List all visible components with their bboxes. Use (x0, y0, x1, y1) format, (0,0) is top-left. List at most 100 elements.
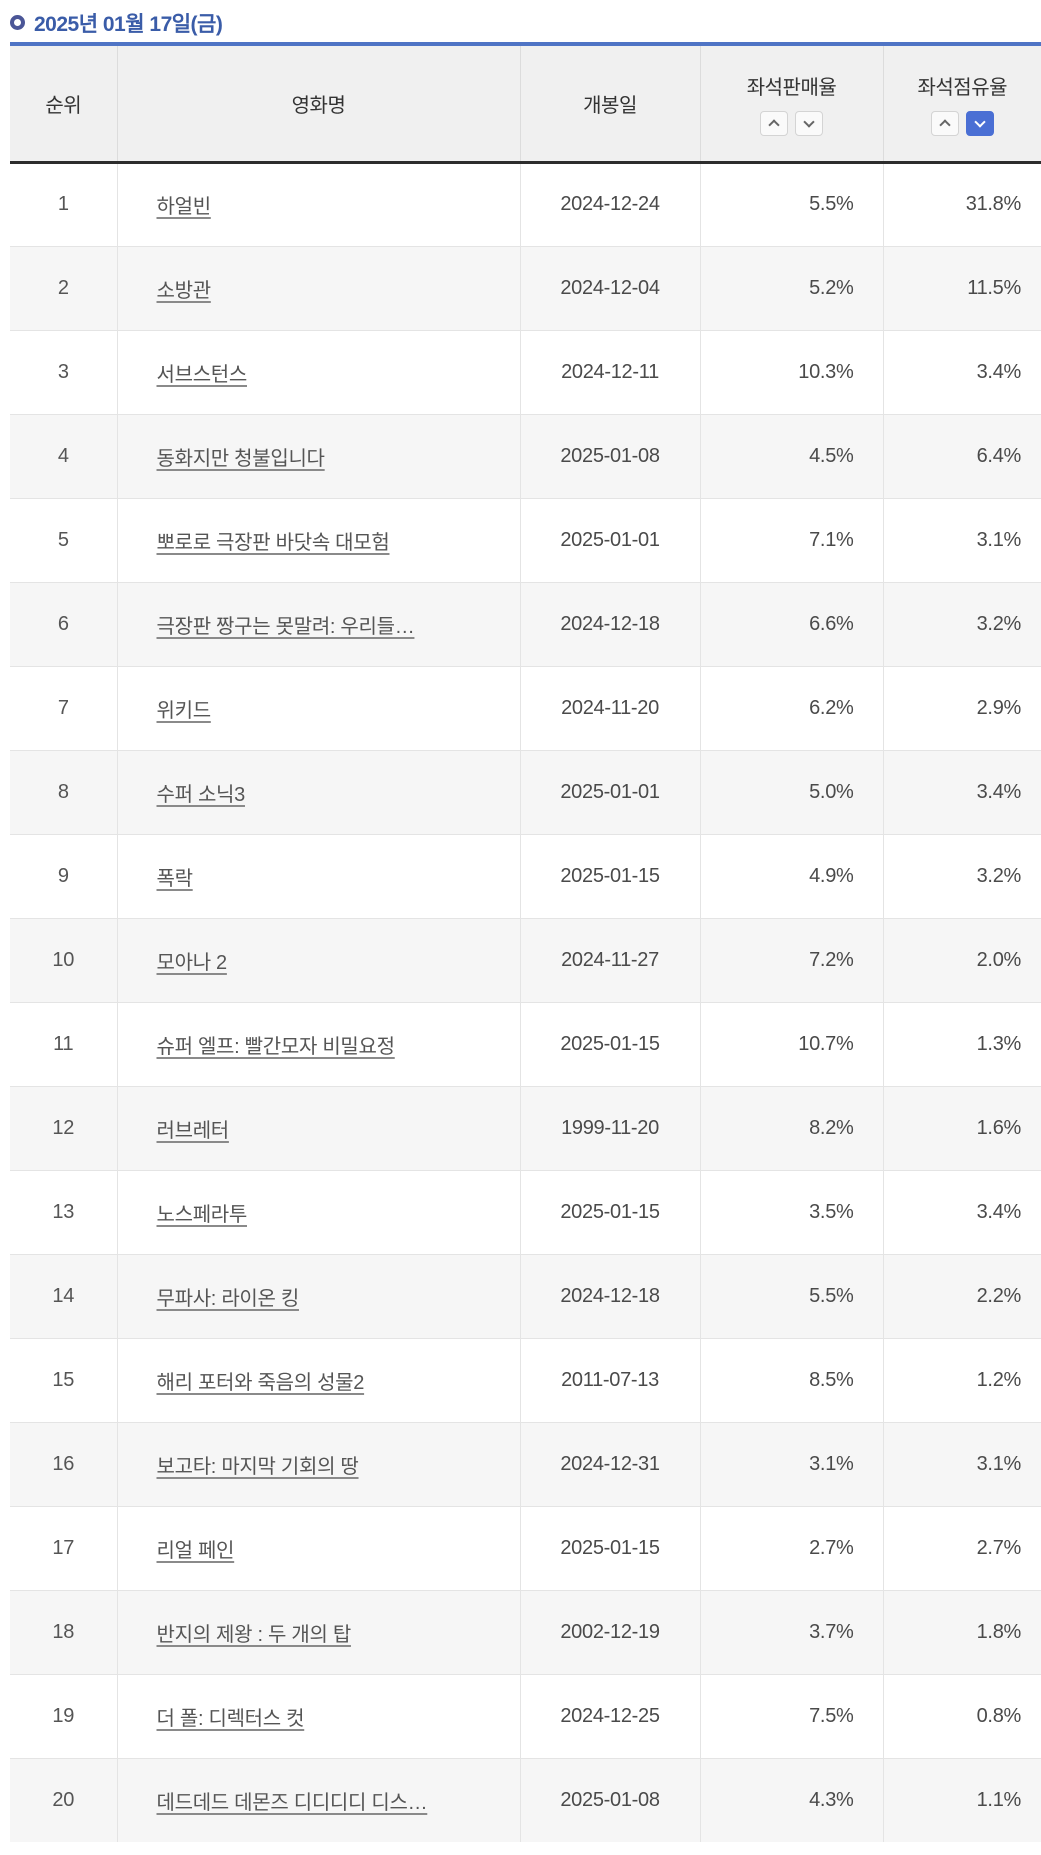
movie-title-link[interactable]: 더 폴: 디렉터스 컷 (156, 1707, 305, 1730)
movie-title-link[interactable]: 데드데드 데몬즈 디디디디 디스… (156, 1791, 428, 1814)
seat-sales-rate-cell: 3.5% (699, 1169, 883, 1254)
seat-sales-rate-cell: 5.0% (699, 749, 883, 834)
rank-cell: 4 (10, 413, 117, 498)
release-date-cell: 2025-01-01 (519, 497, 700, 582)
seat-sales-rate-cell: 4.5% (699, 413, 883, 498)
movie-title-link[interactable]: 서브스턴스 (156, 363, 248, 386)
seat-occupancy-rate-cell: 1.2% (882, 1337, 1041, 1422)
release-date-cell: 2024-12-25 (519, 1673, 700, 1758)
movie-title-cell: 수퍼 소닉3 (116, 749, 520, 834)
seat-occupancy-rate-cell: 31.8% (882, 162, 1041, 246)
seat-occupancy-rate-cell: 3.4% (882, 749, 1041, 834)
movie-title-link[interactable]: 소방관 (156, 279, 212, 302)
bullet-ring-icon (10, 15, 25, 30)
seat-occupancy-rate-cell: 11.5% (882, 245, 1041, 330)
rank-cell: 14 (10, 1253, 117, 1338)
seat-sales-sort-desc-button[interactable] (795, 110, 823, 136)
table-row: 16 보고타: 마지막 기회의 땅 2024-12-31 3.1% 3.1% (10, 1421, 1041, 1506)
movie-title-link[interactable]: 위키드 (156, 699, 212, 722)
table-row: 17 리얼 페인 2025-01-15 2.7% 2.7% (10, 1505, 1041, 1590)
movie-title-link[interactable]: 러브레터 (156, 1119, 230, 1142)
seat-sales-rate-cell: 8.2% (699, 1085, 883, 1170)
release-date-cell: 2025-01-15 (519, 833, 700, 918)
movie-title-link[interactable]: 슈퍼 엘프: 빨간모자 비밀요정 (156, 1035, 396, 1058)
seat-occupancy-rate-cell: 6.4% (882, 413, 1041, 498)
movie-title-cell: 하얼빈 (116, 162, 520, 246)
movie-title-link[interactable]: 해리 포터와 죽음의 성물2 (156, 1371, 365, 1394)
seat-sales-rate-cell: 4.3% (699, 1757, 883, 1842)
rank-cell: 10 (10, 917, 117, 1002)
movie-title-cell: 해리 포터와 죽음의 성물2 (116, 1337, 520, 1422)
release-date-cell: 2025-01-15 (519, 1169, 700, 1254)
movie-title-link[interactable]: 폭락 (156, 867, 194, 890)
table-header: 순위 영화명 개봉일 좌석판매율 좌석점유율 (10, 44, 1041, 164)
seat-sales-rate-cell: 10.3% (699, 329, 883, 414)
table-row: 9 폭락 2025-01-15 4.9% 3.2% (10, 833, 1041, 918)
col-header-rank-label: 순위 (45, 94, 82, 117)
movie-title-cell: 서브스턴스 (116, 329, 520, 414)
seat-occupancy-rate-cell: 2.7% (882, 1505, 1041, 1590)
rank-cell: 16 (10, 1421, 117, 1506)
rank-cell: 17 (10, 1505, 117, 1590)
release-date-cell: 2024-11-20 (519, 665, 700, 750)
seat-sales-rate-cell: 5.5% (699, 162, 883, 246)
col-header-movie-title-label: 영화명 (291, 94, 346, 117)
seat-sales-rate-cell: 3.7% (699, 1589, 883, 1674)
table-row: 19 더 폴: 디렉터스 컷 2024-12-25 7.5% 0.8% (10, 1673, 1041, 1758)
table-row: 20 데드데드 데몬즈 디디디디 디스… 2025-01-08 4.3% 1.1… (10, 1757, 1041, 1842)
table-row: 13 노스페라투 2025-01-15 3.5% 3.4% (10, 1169, 1041, 1254)
table-row: 11 슈퍼 엘프: 빨간모자 비밀요정 2025-01-15 10.7% 1.3… (10, 1001, 1041, 1086)
movie-title-link[interactable]: 보고타: 마지막 기회의 땅 (156, 1455, 359, 1478)
rank-cell: 8 (10, 749, 117, 834)
release-date-cell: 2002-12-19 (519, 1589, 700, 1674)
movie-title-cell: 리얼 페인 (116, 1505, 520, 1590)
movie-title-cell: 데드데드 데몬즈 디디디디 디스… (116, 1757, 520, 1842)
movie-title-link[interactable]: 모아나 2 (156, 951, 228, 974)
movie-title-link[interactable]: 동화지만 청불입니다 (156, 447, 325, 470)
seat-sales-rate-cell: 5.2% (699, 245, 883, 330)
movie-title-link[interactable]: 무파사: 라이온 킹 (156, 1287, 300, 1310)
seat-occupancy-rate-cell: 2.9% (882, 665, 1041, 750)
rank-cell: 15 (10, 1337, 117, 1422)
release-date-cell: 2024-12-31 (519, 1421, 700, 1506)
movie-title-cell: 동화지만 청불입니다 (116, 413, 520, 498)
table-row: 14 무파사: 라이온 킹 2024-12-18 5.5% 2.2% (10, 1253, 1041, 1338)
movie-title-cell: 러브레터 (116, 1085, 520, 1170)
seat-sales-rate-cell: 4.9% (699, 833, 883, 918)
rank-cell: 9 (10, 833, 117, 918)
movie-title-link[interactable]: 반지의 제왕 : 두 개의 탑 (156, 1623, 352, 1646)
seat-sales-rate-cell: 6.2% (699, 665, 883, 750)
movie-title-link[interactable]: 극장판 짱구는 못말려: 우리들… (156, 615, 415, 638)
seat-sales-sort-buttons (701, 110, 883, 136)
table-row: 18 반지의 제왕 : 두 개의 탑 2002-12-19 3.7% 1.8% (10, 1589, 1041, 1674)
release-date-cell: 2025-01-08 (519, 1757, 700, 1842)
table-row: 4 동화지만 청불입니다 2025-01-08 4.5% 6.4% (10, 413, 1041, 498)
seat-sales-rate-cell: 2.7% (699, 1505, 883, 1590)
table-row: 3 서브스턴스 2024-12-11 10.3% 3.4% (10, 329, 1041, 414)
col-header-seat-occupancy-rate: 좌석점유율 (882, 44, 1041, 164)
table-row: 2 소방관 2024-12-04 5.2% 11.5% (10, 245, 1041, 330)
chevron-down-icon (974, 116, 986, 128)
release-date-cell: 2024-12-04 (519, 245, 700, 330)
seat-sales-rate-cell: 7.2% (699, 917, 883, 1002)
movie-title-link[interactable]: 수퍼 소닉3 (156, 783, 246, 806)
seat-sales-sort-asc-button[interactable] (760, 110, 788, 136)
rank-cell: 12 (10, 1085, 117, 1170)
seat-occupancy-sort-desc-button[interactable] (965, 110, 994, 136)
release-date-cell: 2024-12-18 (519, 581, 700, 666)
movie-title-cell: 노스페라투 (116, 1169, 520, 1254)
seat-occupancy-rate-cell: 1.6% (882, 1085, 1041, 1170)
movie-title-link[interactable]: 리얼 페인 (156, 1539, 235, 1562)
movie-title-link[interactable]: 노스페라투 (156, 1203, 248, 1226)
seat-occupancy-sort-asc-button[interactable] (930, 110, 959, 136)
seat-sales-rate-cell: 5.5% (699, 1253, 883, 1338)
movie-title-cell: 보고타: 마지막 기회의 땅 (116, 1421, 520, 1506)
movie-title-cell: 폭락 (116, 833, 520, 918)
release-date-cell: 2024-11-27 (519, 917, 700, 1002)
seat-occupancy-rate-cell: 3.1% (882, 497, 1041, 582)
movie-title-link[interactable]: 뽀로로 극장판 바닷속 대모험 (156, 531, 390, 554)
movie-title-link[interactable]: 하얼빈 (156, 196, 212, 218)
rank-cell: 18 (10, 1589, 117, 1674)
rank-cell: 3 (10, 329, 117, 414)
seat-occupancy-rate-cell: 1.8% (882, 1589, 1041, 1674)
